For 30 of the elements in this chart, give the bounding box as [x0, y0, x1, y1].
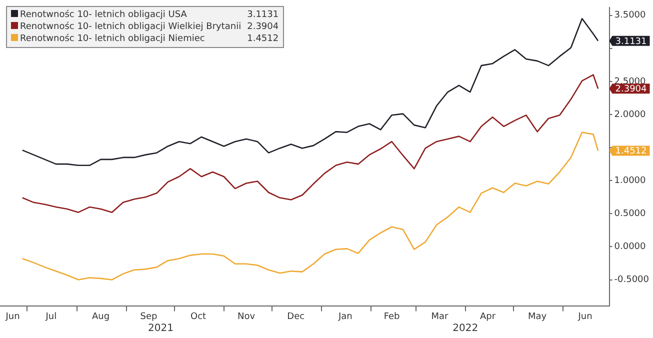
y-tick-label: -0.5000 [614, 275, 650, 286]
text: 2022 [452, 322, 478, 334]
legend-label: Renotwnośc 10- letnich obligacji Wielkiej Brytanii [20, 22, 242, 32]
data-label: 3.1131 [615, 36, 647, 47]
legend-label: Renotwnośc 10- letnich obligacji Niemiec [20, 34, 205, 44]
y-tick-label: 0.0000 [614, 242, 646, 252]
x-tick-label: Feb [384, 312, 400, 322]
x-tick-label: Mar [431, 312, 449, 322]
text: 1.4512 [247, 34, 279, 44]
text: 2.3904 [247, 22, 279, 32]
y-tick-label: 3.5000 [614, 10, 646, 21]
x-tick-label: Nov [237, 312, 256, 322]
x-tick-label: Apr [480, 312, 496, 322]
x-tick-label: Sep [140, 312, 158, 322]
x-tick-label: Aug [92, 312, 110, 322]
data-label: 1.4512 [615, 146, 647, 157]
legend-label: Renotwnośc 10- letnich obligacji USA [20, 10, 187, 20]
y-tick-label: 2.0000 [614, 110, 646, 120]
x-tick-label: Dec [287, 312, 305, 322]
text: 2021 [148, 322, 174, 334]
y-tick-label: 1.0000 [614, 176, 646, 186]
x-tick-label: Jun [577, 312, 592, 322]
x-tick-label: Jun [4, 312, 20, 322]
x-tick-label: Jul [44, 312, 57, 322]
text: 3.1131 [247, 10, 279, 20]
x-tick-label: Oct [190, 312, 207, 322]
y-tick-label: 0.5000 [614, 208, 646, 219]
data-label: 2.3904 [615, 84, 648, 95]
x-tick-label: May [528, 312, 548, 322]
x-tick-label: Jan [337, 312, 352, 322]
